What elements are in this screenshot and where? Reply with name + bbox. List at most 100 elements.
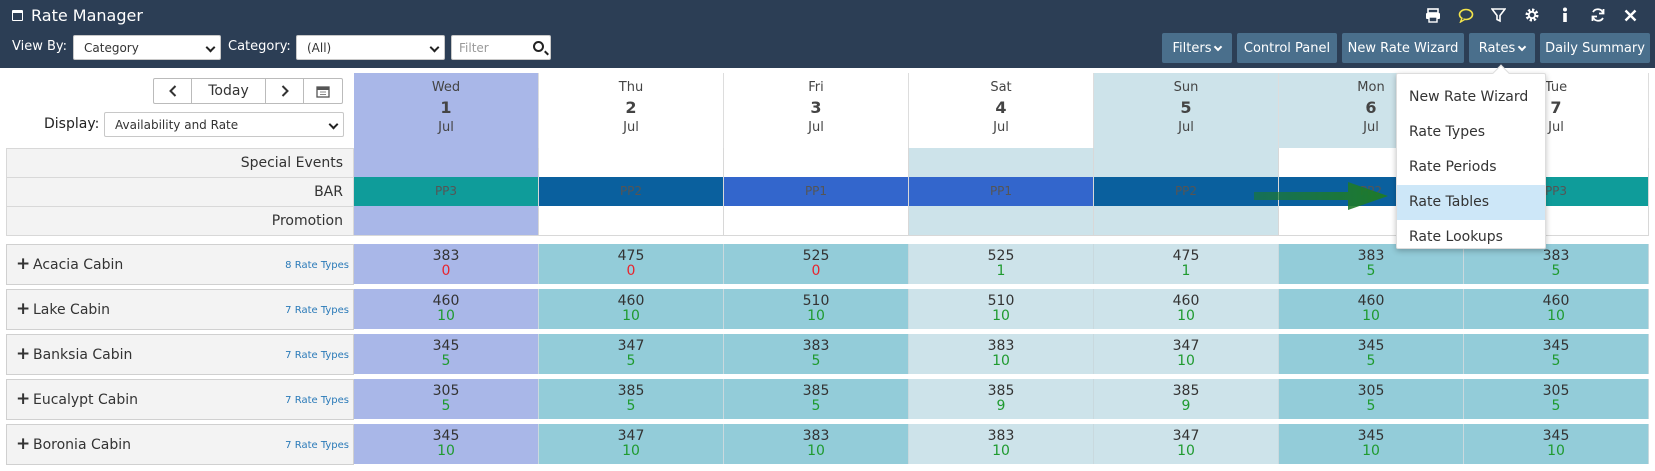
rate-types-link[interactable]: 7 Rate Types <box>285 305 349 316</box>
availability-value: 1 <box>1181 263 1191 279</box>
availability-value: 5 <box>1366 353 1376 369</box>
availability-value: 10 <box>1547 443 1565 459</box>
expand-icon[interactable]: + <box>16 299 31 319</box>
rate-cell[interactable]: 475 1 <box>1094 244 1279 284</box>
display-select[interactable]: Availability and Rate <box>104 112 344 137</box>
rate-types-link[interactable]: 8 Rate Types <box>285 260 349 271</box>
rate-cell[interactable]: 305 5 <box>1464 379 1649 419</box>
rate-cell[interactable]: 305 5 <box>354 379 539 419</box>
today-button[interactable]: Today <box>192 79 266 103</box>
rate-types-link[interactable]: 7 Rate Types <box>285 395 349 406</box>
view-by-select[interactable]: Category <box>73 35 221 60</box>
search-icon[interactable] <box>533 41 544 52</box>
category-row[interactable]: + Boronia Cabin 7 Rate Types <box>6 424 354 465</box>
rate-cell[interactable]: 347 10 <box>539 424 724 464</box>
category-row[interactable]: + Lake Cabin 7 Rate Types <box>6 289 354 330</box>
rate-cell[interactable]: 345 10 <box>354 424 539 464</box>
special-event-cell[interactable] <box>354 148 539 178</box>
menu-item-new-rate-wizard[interactable]: New Rate Wizard <box>1409 89 1529 105</box>
rate-cell[interactable]: 460 10 <box>539 289 724 329</box>
filter-icon[interactable] <box>1482 4 1515 26</box>
menu-item-rate-lookups[interactable]: Rate Lookups <box>1409 229 1503 245</box>
rate-cell[interactable]: 383 5 <box>724 334 909 374</box>
rate-cell[interactable]: 383 5 <box>1279 244 1464 284</box>
special-event-cell[interactable] <box>1094 148 1279 178</box>
rate-cell[interactable]: 510 10 <box>909 289 1094 329</box>
bar-cell[interactable]: PP2 <box>1094 177 1279 207</box>
info-row-label: BAR <box>6 177 354 207</box>
rate-cell[interactable]: 347 10 <box>1094 424 1279 464</box>
category-row[interactable]: + Acacia Cabin 8 Rate Types <box>6 244 354 285</box>
date-picker-button[interactable] <box>304 79 342 103</box>
rate-cell[interactable]: 460 10 <box>1279 289 1464 329</box>
menu-item-rate-periods[interactable]: Rate Periods <box>1409 159 1497 175</box>
bar-cell[interactable]: PP3 <box>354 177 539 207</box>
bar-rate-period: PP3 <box>434 184 458 198</box>
rate-cell[interactable]: 345 5 <box>354 334 539 374</box>
expand-icon[interactable]: + <box>16 434 31 454</box>
rate-types-link[interactable]: 7 Rate Types <box>285 440 349 451</box>
rate-cell[interactable]: 460 10 <box>354 289 539 329</box>
availability-value: 10 <box>1362 308 1380 324</box>
print-icon[interactable] <box>1416 4 1449 26</box>
close-icon[interactable] <box>1614 4 1647 26</box>
next-day-button[interactable] <box>266 79 304 103</box>
gear-icon[interactable] <box>1515 4 1548 26</box>
special-event-cell[interactable] <box>909 148 1094 178</box>
rate-value: 475 <box>617 248 645 264</box>
rate-cell[interactable]: 345 10 <box>1464 424 1649 464</box>
promotion-cell[interactable] <box>539 206 724 236</box>
filters-button[interactable]: Filters <box>1162 33 1232 63</box>
special-event-cell[interactable] <box>724 148 909 178</box>
rate-cell[interactable]: 525 1 <box>909 244 1094 284</box>
bar-cell[interactable]: PP1 <box>909 177 1094 207</box>
info-icon[interactable] <box>1548 4 1581 26</box>
rate-cell[interactable]: 347 5 <box>539 334 724 374</box>
promotion-cell[interactable] <box>724 206 909 236</box>
chat-icon[interactable] <box>1449 4 1482 26</box>
category-row[interactable]: + Banksia Cabin 7 Rate Types <box>6 334 354 375</box>
category-select[interactable]: (All) <box>296 35 445 60</box>
rate-cell[interactable]: 385 9 <box>1094 379 1279 419</box>
rate-cell[interactable]: 383 10 <box>909 424 1094 464</box>
expand-icon[interactable]: + <box>16 389 31 409</box>
rate-cell[interactable]: 383 0 <box>354 244 539 284</box>
rate-cell[interactable]: 347 10 <box>1094 334 1279 374</box>
rate-cell[interactable]: 475 0 <box>539 244 724 284</box>
special-event-cell[interactable] <box>539 148 724 178</box>
rate-cell[interactable]: 525 0 <box>724 244 909 284</box>
refresh-icon[interactable] <box>1581 4 1614 26</box>
menu-item-rate-types[interactable]: Rate Types <box>1409 124 1486 140</box>
day-header: Fri 3 Jul <box>724 73 909 148</box>
rates-button[interactable]: Rates <box>1469 33 1535 63</box>
rate-cell[interactable]: 460 10 <box>1094 289 1279 329</box>
rate-types-link[interactable]: 7 Rate Types <box>285 350 349 361</box>
daily-summary-button[interactable]: Daily Summary <box>1540 33 1650 63</box>
promotion-cell[interactable] <box>1094 206 1279 236</box>
rate-cell[interactable]: 460 10 <box>1464 289 1649 329</box>
control-panel-button[interactable]: Control Panel <box>1237 33 1337 63</box>
rate-cell[interactable]: 385 9 <box>909 379 1094 419</box>
category-row[interactable]: + Eucalypt Cabin 7 Rate Types <box>6 379 354 420</box>
rate-cell[interactable]: 510 10 <box>724 289 909 329</box>
promotion-cell[interactable] <box>909 206 1094 236</box>
rate-cell[interactable]: 383 10 <box>909 334 1094 374</box>
rate-cell[interactable]: 345 5 <box>1279 334 1464 374</box>
bar-cell[interactable]: PP2 <box>539 177 724 207</box>
expand-icon[interactable]: + <box>16 254 31 274</box>
rate-cell[interactable]: 345 10 <box>1279 424 1464 464</box>
rate-cell[interactable]: 305 5 <box>1279 379 1464 419</box>
rate-cell[interactable]: 385 5 <box>724 379 909 419</box>
prev-day-button[interactable] <box>154 79 192 103</box>
rate-cell[interactable]: 383 5 <box>1464 244 1649 284</box>
new-rate-wizard-button[interactable]: New Rate Wizard <box>1342 33 1464 63</box>
rate-cell[interactable]: 345 5 <box>1464 334 1649 374</box>
rate-cell[interactable]: 385 5 <box>539 379 724 419</box>
promotion-cell[interactable] <box>354 206 539 236</box>
daily-summary-button-label: Daily Summary <box>1545 40 1645 56</box>
menu-item-rate-tables[interactable]: Rate Tables <box>1397 185 1545 220</box>
expand-icon[interactable]: + <box>16 344 31 364</box>
rate-cell[interactable]: 383 10 <box>724 424 909 464</box>
filter-input[interactable]: Filter <box>451 35 551 60</box>
bar-cell[interactable]: PP1 <box>724 177 909 207</box>
